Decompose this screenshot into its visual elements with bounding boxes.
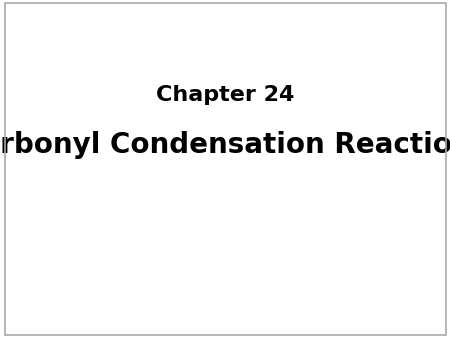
Text: Carbonyl Condensation Reactions: Carbonyl Condensation Reactions: [0, 131, 450, 159]
Text: Chapter 24: Chapter 24: [156, 84, 294, 105]
